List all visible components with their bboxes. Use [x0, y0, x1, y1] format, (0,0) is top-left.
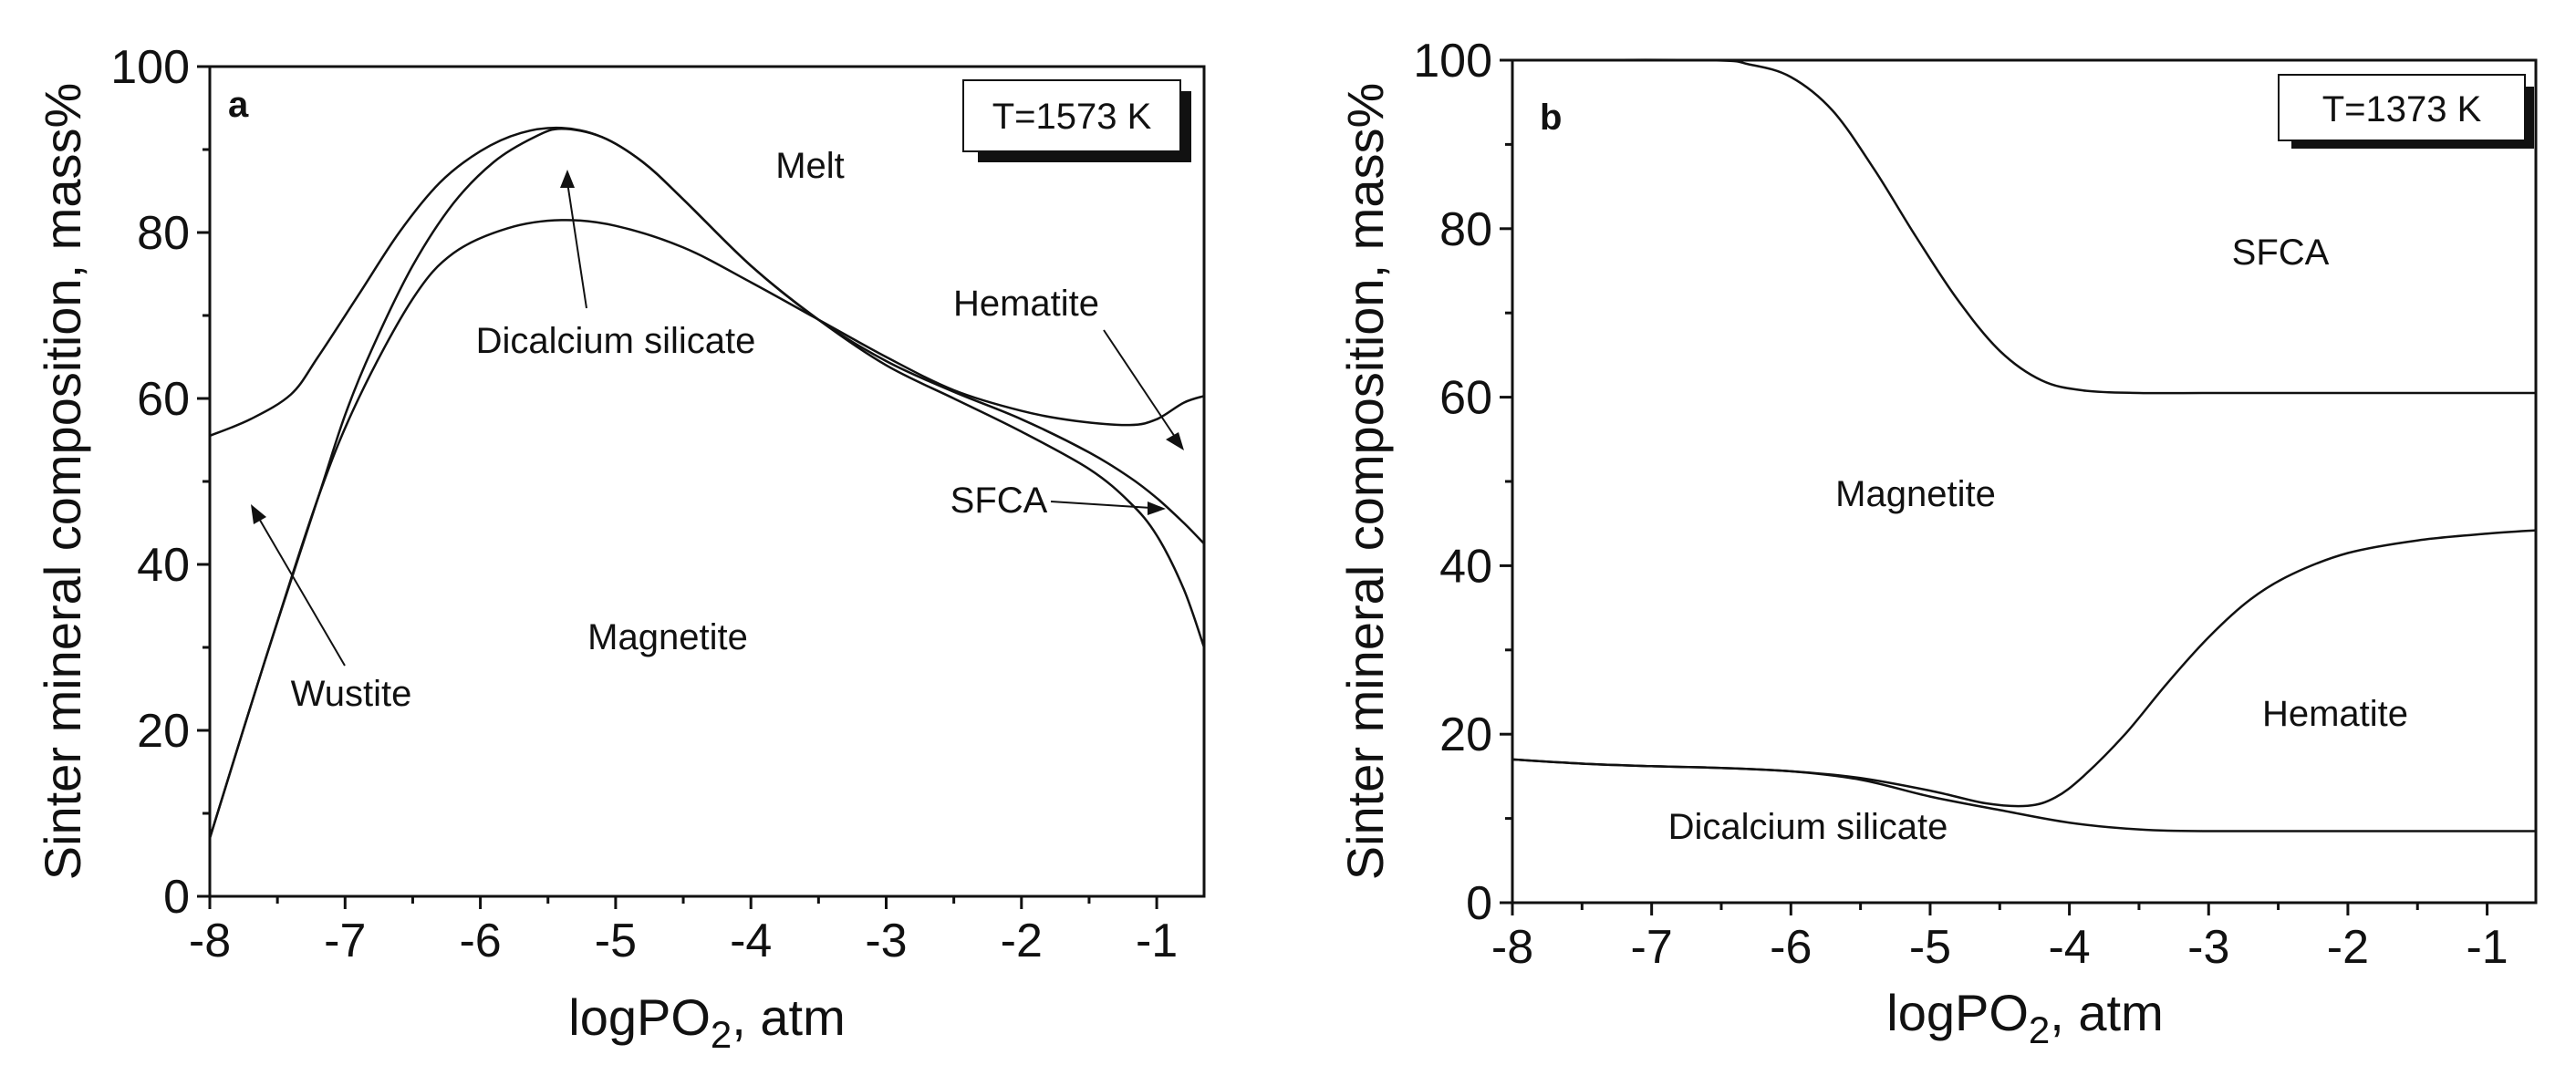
- y-tick-label: 0: [1466, 877, 1492, 930]
- x-tick-label: -7: [1631, 921, 1673, 974]
- y-tick-label: 20: [1439, 708, 1492, 761]
- x-axis-title-b: logPO2, atm: [1886, 984, 2163, 1051]
- region-label-hematite-b: Hematite: [2262, 694, 2408, 734]
- y-tick-label: 40: [137, 539, 190, 592]
- y-ticks-b: 0 20 40 60 80 100: [1413, 35, 1512, 930]
- boundary-curve-a-1: [208, 219, 1205, 839]
- panel-letter-a: a: [228, 85, 249, 125]
- y-tick-label: 60: [1439, 372, 1492, 425]
- region-label-dicalcium-silicate-b: Dicalcium silicate: [1668, 807, 1948, 847]
- boundary-curve-b-2: [1511, 529, 2537, 808]
- region-label-melt-a: Melt: [775, 146, 845, 186]
- y-ticks-a: 0 20 40 60 80 100: [110, 41, 210, 924]
- panel-letter-b: b: [1540, 98, 1562, 138]
- region-label-dicalcium-silicate-a: Dicalcium silicate: [476, 321, 756, 361]
- plot-frame-a: [208, 65, 1206, 898]
- region-label-magnetite-a: Magnetite: [587, 617, 748, 657]
- region-label-magnetite-b: Magnetite: [1835, 474, 1996, 514]
- x-tick-label: -8: [189, 915, 231, 967]
- region-label-wustite-a: Wustite: [291, 674, 412, 714]
- boundary-curve-a-3: [208, 128, 1206, 839]
- x-ticks-a: -8 -7 -6 -5 -4 -3 -2 -1: [189, 896, 1178, 967]
- boundary-curve-b-1: [1511, 58, 2536, 395]
- x-tick-label: -5: [595, 915, 637, 967]
- x-tick-label: -7: [324, 915, 366, 967]
- plot-frame-b: [1511, 58, 2538, 905]
- x-tick-label: -2: [1001, 915, 1043, 967]
- temperature-label-b: T=1373 K: [2322, 89, 2482, 129]
- x-tick-label: -1: [1136, 915, 1178, 967]
- x-tick-label: -8: [1491, 921, 1533, 974]
- x-tick-label: -4: [730, 915, 772, 967]
- y-tick-label: 60: [137, 373, 190, 426]
- curves-b: [1511, 58, 2537, 832]
- x-ticks-b: -8 -7 -6 -5 -4 -3 -2 -1: [1491, 903, 2508, 974]
- x-tick-label: -3: [2187, 921, 2229, 974]
- y-axis-title-b: Sinter mineral composition, mass%: [1336, 83, 1394, 881]
- y-tick-label: 40: [1439, 540, 1492, 593]
- y-tick-label: 80: [1439, 203, 1492, 256]
- region-label-sfca-b: SFCA: [2232, 233, 2330, 273]
- x-axis-title-a: logPO2, atm: [568, 988, 845, 1056]
- region-label-hematite-a: Hematite: [953, 284, 1099, 324]
- x-tick-label: -4: [2048, 921, 2090, 974]
- y-tick-label: 0: [163, 871, 190, 924]
- panel-b: -8 -7 -6 -5 -4 -3 -2 -1 0 20 40 60 80 100 b T=1373 K…: [1336, 35, 2538, 1051]
- region-label-sfca-a: SFCA: [950, 481, 1048, 521]
- x-tick-label: -1: [2466, 921, 2508, 974]
- curves-a: [208, 126, 1206, 839]
- x-tick-label: -6: [459, 915, 501, 967]
- annotation-arrows-a: [251, 170, 1184, 667]
- y-axis-title-a: Sinter mineral composition, mass%: [34, 83, 91, 881]
- temperature-box-a: T=1573 K: [962, 79, 1191, 162]
- panel-a: -8 -7 -6 -5 -4 -3 -2 -1 0 20 40 60 80 100 a T=1573 K…: [34, 41, 1206, 1056]
- y-tick-label: 80: [137, 207, 190, 260]
- y-tick-label: 100: [1413, 35, 1492, 88]
- x-tick-label: -5: [1909, 921, 1951, 974]
- y-tick-label: 100: [110, 41, 190, 94]
- temperature-label-a: T=1573 K: [992, 97, 1152, 137]
- x-tick-label: -6: [1770, 921, 1812, 974]
- x-tick-label: -3: [865, 915, 907, 967]
- boundary-curve-b-3: [1511, 758, 2536, 832]
- y-tick-label: 20: [137, 705, 190, 758]
- temperature-box-b: T=1373 K: [2278, 74, 2534, 149]
- x-tick-label: -2: [2327, 921, 2369, 974]
